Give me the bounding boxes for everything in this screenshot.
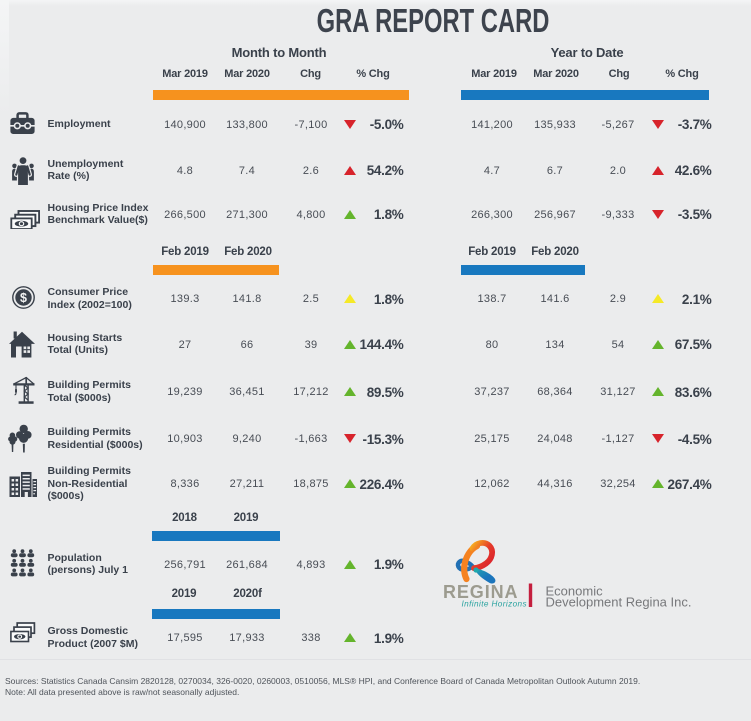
svg-text:REGINA: REGINA xyxy=(443,582,518,602)
svg-text:Infinite Horizons: Infinite Horizons xyxy=(462,599,528,608)
svg-text:Economic: Economic xyxy=(546,584,604,599)
svg-text:Development Regina Inc.: Development Regina Inc. xyxy=(546,595,692,610)
svg-text:$: $ xyxy=(20,291,27,305)
